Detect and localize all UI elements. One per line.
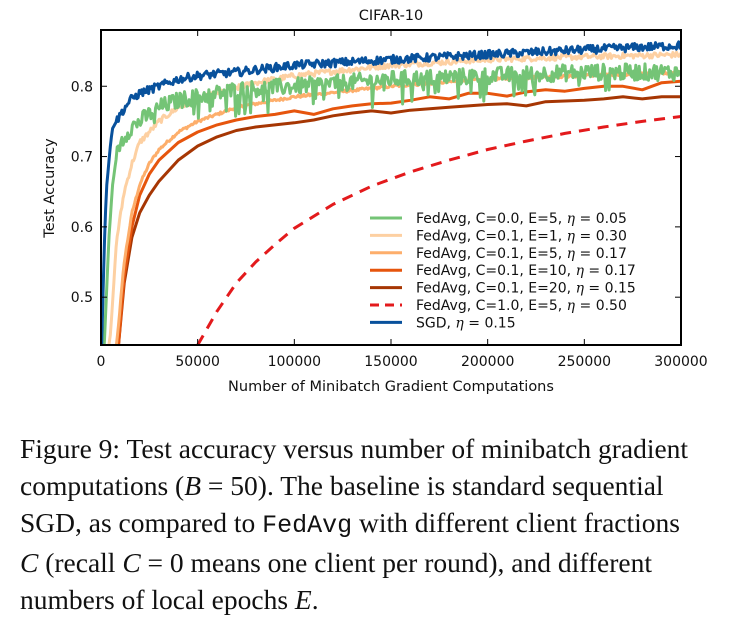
caption-line-2: computations (B = 50). The baseline is s… [20, 467, 740, 504]
caption-math: B [184, 470, 202, 501]
series-line [102, 62, 681, 345]
caption-text: Figure 9: Test accuracy versus number of… [20, 433, 689, 464]
caption-line-1: Figure 9: Test accuracy versus number of… [20, 430, 740, 467]
caption-text: = 50). The baseline is standard sequenti… [201, 470, 664, 501]
caption-line-3: SGD, as compared to FedAvg with differen… [20, 504, 740, 544]
chart: CIFAR-10 0 50000 100000 150000 200000 250000 3… [42, 8, 708, 395]
y-tick-label: 0.5 [71, 290, 93, 306]
ticks-layer: 0 50000 100000 150000 200000 250000 300000 0.5 0… [71, 30, 708, 370]
x-tick-label: 50000 [175, 354, 220, 370]
caption-line-5: numbers of local epochs E. [20, 581, 740, 618]
caption-text: . [311, 584, 319, 615]
caption-code: FedAvg [262, 511, 353, 540]
series-line [196, 115, 681, 345]
caption-text: = 0 means one client per round), and dif… [140, 547, 653, 578]
y-tick-label: 0.7 [71, 150, 93, 166]
legend-label: FedAvg, C=0.0, E=5, η = 0.05 [416, 211, 627, 227]
x-tick-label: 150000 [364, 354, 417, 370]
chart-title: CIFAR-10 [359, 8, 424, 24]
caption-text: SGD, as compared to [20, 507, 263, 538]
legend-label: FedAvg, C=0.1, E=1, η = 0.30 [416, 228, 627, 244]
y-tick-label: 0.8 [71, 79, 93, 95]
x-tick-label: 200000 [461, 354, 514, 370]
legend-label: FedAvg, C=0.1, E=5, η = 0.17 [416, 246, 627, 262]
series-line [101, 40, 681, 345]
legend-label: SGD, η = 0.15 [416, 315, 516, 331]
figure-caption: Figure 9: Test accuracy versus number of… [20, 430, 740, 618]
y-axis-title: Test Accuracy [42, 138, 58, 239]
x-tick-label: 100000 [268, 354, 321, 370]
legend-label: FedAvg, C=1.0, E=5, η = 0.50 [416, 298, 627, 314]
y-tick-label: 0.6 [71, 220, 93, 236]
series-layer [101, 40, 681, 345]
legend-label: FedAvg, C=0.1, E=10, η = 0.17 [416, 263, 636, 279]
legend-label: FedAvg, C=0.1, E=20, η = 0.15 [416, 281, 636, 297]
caption-text: computations ( [20, 470, 185, 501]
x-tick-label: 250000 [558, 354, 611, 370]
caption-text: numbers of local epochs [20, 584, 295, 615]
caption-math: C [122, 547, 141, 578]
x-tick-label: 300000 [654, 354, 707, 370]
caption-math: E [294, 584, 312, 615]
caption-text: (recall [38, 547, 123, 578]
x-axis-title: Number of Minibatch Gradient Computation… [228, 379, 554, 395]
x-tick-label: 0 [97, 354, 106, 370]
series-line [117, 95, 681, 345]
series-line [117, 79, 681, 345]
caption-line-4: C (recall C = 0 means one client per rou… [20, 544, 740, 581]
caption-math: C [20, 547, 39, 578]
caption-text: with different client fractions [352, 507, 680, 538]
